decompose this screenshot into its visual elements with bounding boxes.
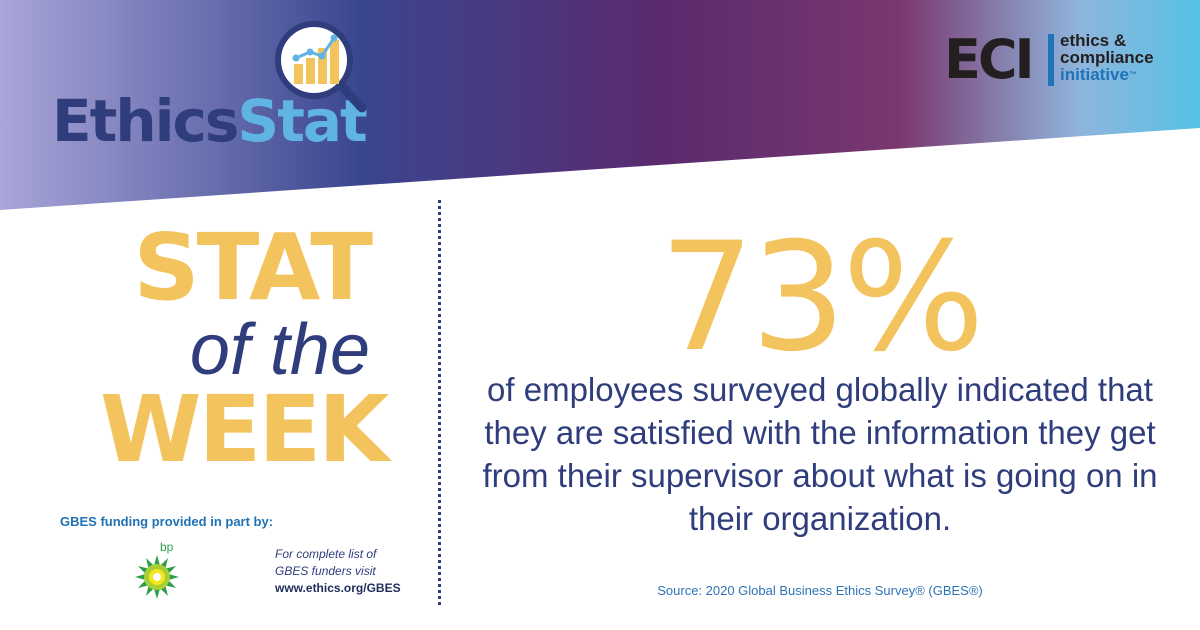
dotted-divider [438, 200, 441, 605]
ethicsstat-logo: EthicsStat [52, 86, 372, 156]
eci-trademark: ™ [1128, 70, 1137, 79]
funders-link[interactable]: www.ethics.org/GBES [275, 581, 401, 595]
title-stat: STAT [133, 214, 373, 321]
funding-label: GBES funding provided in part by: [60, 514, 274, 529]
funders-note: For complete list of GBES funders visit … [275, 546, 401, 597]
eci-line1: ethics & [1060, 31, 1127, 50]
bp-helios-icon [135, 555, 179, 599]
stat-source: Source: 2020 Global Business Ethics Surv… [657, 583, 983, 598]
eci-wordmark: ethics & compliance initiative™ [1060, 32, 1154, 83]
stat-of-the-week-title: STAT of the WEEK [100, 214, 389, 483]
stat-description: of employees surveyed globally indicated… [482, 371, 1158, 537]
logo-stat-text: Stat [237, 87, 367, 155]
bp-text: bp [160, 540, 174, 554]
funders-line2: GBES funders visit [275, 564, 376, 578]
funders-line1: For complete list of [275, 547, 377, 561]
eci-line2: compliance [1060, 48, 1154, 67]
magnifier-chart-icon [272, 18, 382, 118]
stat-value: 73% [659, 211, 984, 385]
title-week: WEEK [100, 376, 389, 483]
logo-ethics-text: Ethics [52, 87, 239, 155]
title-of-the: of the [189, 310, 370, 390]
eci-mark: ECI [944, 28, 1035, 91]
eci-line3: initiative [1060, 65, 1129, 84]
bp-logo: bp [134, 540, 184, 600]
eci-divider-bar [1048, 34, 1054, 86]
eci-logo: ECI ethics & compliance initiative™ [944, 32, 1184, 92]
